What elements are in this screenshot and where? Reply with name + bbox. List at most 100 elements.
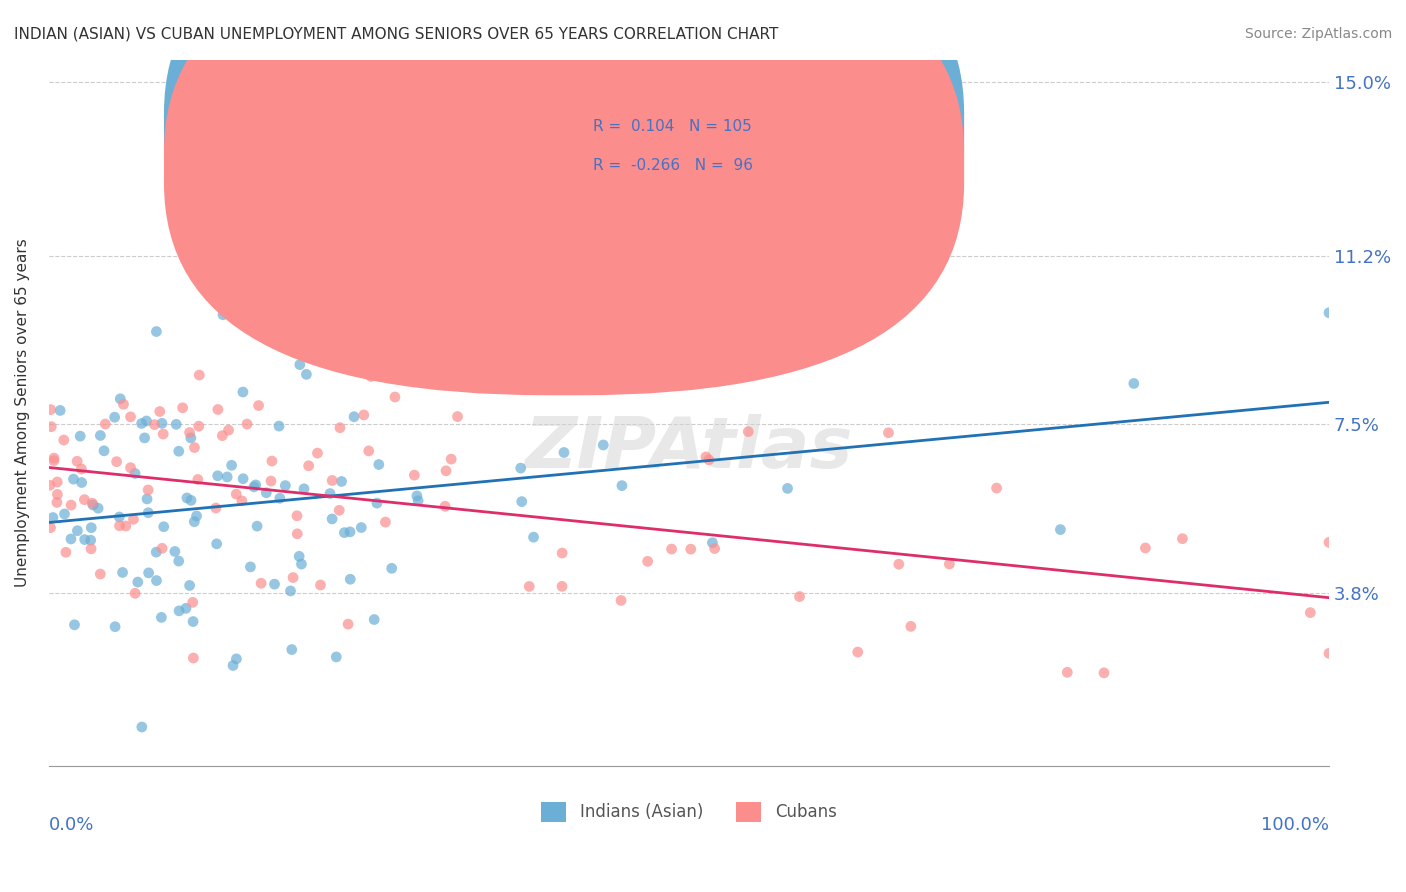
Indians (Asian)	[342, 350, 364, 364]
Cubans	[357, 444, 380, 458]
Indians (Asian)	[145, 545, 167, 559]
Indians (Asian)	[522, 530, 544, 544]
Cubans	[1299, 606, 1322, 620]
Indians (Asian)	[350, 520, 373, 534]
Cubans	[152, 427, 174, 442]
Cubans	[122, 512, 145, 526]
Indians (Asian)	[339, 572, 361, 586]
Indians (Asian)	[702, 535, 724, 549]
Cubans	[89, 567, 111, 582]
FancyBboxPatch shape	[165, 0, 965, 395]
Indians (Asian)	[571, 344, 593, 359]
Cubans	[150, 541, 173, 556]
Cubans	[172, 401, 194, 415]
Indians (Asian)	[145, 325, 167, 339]
Indians (Asian)	[295, 368, 318, 382]
Cubans	[45, 495, 67, 509]
Indians (Asian)	[290, 557, 312, 571]
Indians (Asian)	[371, 367, 394, 381]
Cubans	[179, 425, 201, 440]
Indians (Asian)	[1049, 523, 1071, 537]
Indians (Asian)	[217, 470, 239, 484]
Indians (Asian)	[111, 566, 134, 580]
Text: 100.0%: 100.0%	[1261, 816, 1329, 834]
Cubans	[94, 417, 117, 431]
Indians (Asian)	[104, 410, 127, 425]
Cubans	[337, 617, 360, 632]
Cubans	[66, 454, 89, 468]
Cubans	[900, 619, 922, 633]
Indians (Asian)	[239, 560, 262, 574]
Cubans	[60, 498, 83, 512]
Cubans	[374, 515, 396, 529]
Cubans	[440, 452, 463, 467]
Cubans	[434, 500, 457, 514]
Indians (Asian)	[274, 478, 297, 492]
Indians (Asian)	[181, 615, 204, 629]
Legend: Indians (Asian), Cubans: Indians (Asian), Cubans	[534, 795, 844, 829]
Text: ZIPAtlas: ZIPAtlas	[524, 414, 853, 483]
Cubans	[112, 397, 135, 411]
Cubans	[737, 425, 759, 439]
Indians (Asian)	[186, 508, 208, 523]
Cubans	[1092, 665, 1115, 680]
Indians (Asian)	[131, 417, 153, 431]
Indians (Asian)	[80, 533, 103, 548]
Indians (Asian)	[110, 392, 132, 406]
Indians (Asian)	[553, 445, 575, 459]
Indians (Asian)	[363, 613, 385, 627]
Cubans	[80, 541, 103, 556]
Indians (Asian)	[73, 533, 96, 547]
Cubans	[695, 450, 717, 464]
Indians (Asian)	[62, 472, 84, 486]
Cubans	[1135, 541, 1157, 555]
Cubans	[236, 417, 259, 431]
Indians (Asian)	[610, 478, 633, 492]
Indians (Asian)	[135, 414, 157, 428]
Text: INDIAN (ASIAN) VS CUBAN UNEMPLOYMENT AMONG SENIORS OVER 65 YEARS CORRELATION CHA: INDIAN (ASIAN) VS CUBAN UNEMPLOYMENT AMO…	[14, 27, 779, 42]
FancyBboxPatch shape	[509, 88, 894, 201]
Cubans	[938, 557, 960, 571]
Indians (Asian)	[134, 431, 156, 445]
Cubans	[328, 503, 350, 517]
Cubans	[789, 590, 811, 604]
Cubans	[218, 423, 240, 437]
Cubans	[42, 451, 65, 466]
Cubans	[697, 452, 720, 467]
Cubans	[329, 421, 352, 435]
Cubans	[183, 441, 205, 455]
Cubans	[551, 579, 574, 593]
Indians (Asian)	[592, 438, 614, 452]
Indians (Asian)	[150, 610, 173, 624]
Cubans	[887, 558, 910, 572]
Cubans	[551, 546, 574, 560]
Indians (Asian)	[59, 532, 82, 546]
Cubans	[321, 474, 343, 488]
Indians (Asian)	[367, 458, 389, 472]
Indians (Asian)	[509, 461, 531, 475]
Cubans	[1056, 665, 1078, 680]
Cubans	[679, 542, 702, 557]
Cubans	[52, 433, 75, 447]
Indians (Asian)	[69, 429, 91, 443]
Cubans	[73, 492, 96, 507]
Indians (Asian)	[288, 549, 311, 564]
Cubans	[183, 651, 205, 665]
Indians (Asian)	[104, 620, 127, 634]
Indians (Asian)	[510, 494, 533, 508]
Indians (Asian)	[179, 578, 201, 592]
Cubans	[143, 417, 166, 432]
Indians (Asian)	[212, 308, 235, 322]
Indians (Asian)	[174, 601, 197, 615]
Cubans	[225, 487, 247, 501]
Cubans	[360, 369, 382, 384]
Cubans	[70, 462, 93, 476]
Text: R =  -0.266   N =  96: R = -0.266 N = 96	[593, 158, 752, 173]
Indians (Asian)	[152, 519, 174, 533]
Indians (Asian)	[221, 458, 243, 473]
Cubans	[149, 404, 172, 418]
Cubans	[281, 570, 304, 584]
Cubans	[46, 487, 69, 501]
Cubans	[105, 455, 128, 469]
Cubans	[1317, 535, 1340, 549]
